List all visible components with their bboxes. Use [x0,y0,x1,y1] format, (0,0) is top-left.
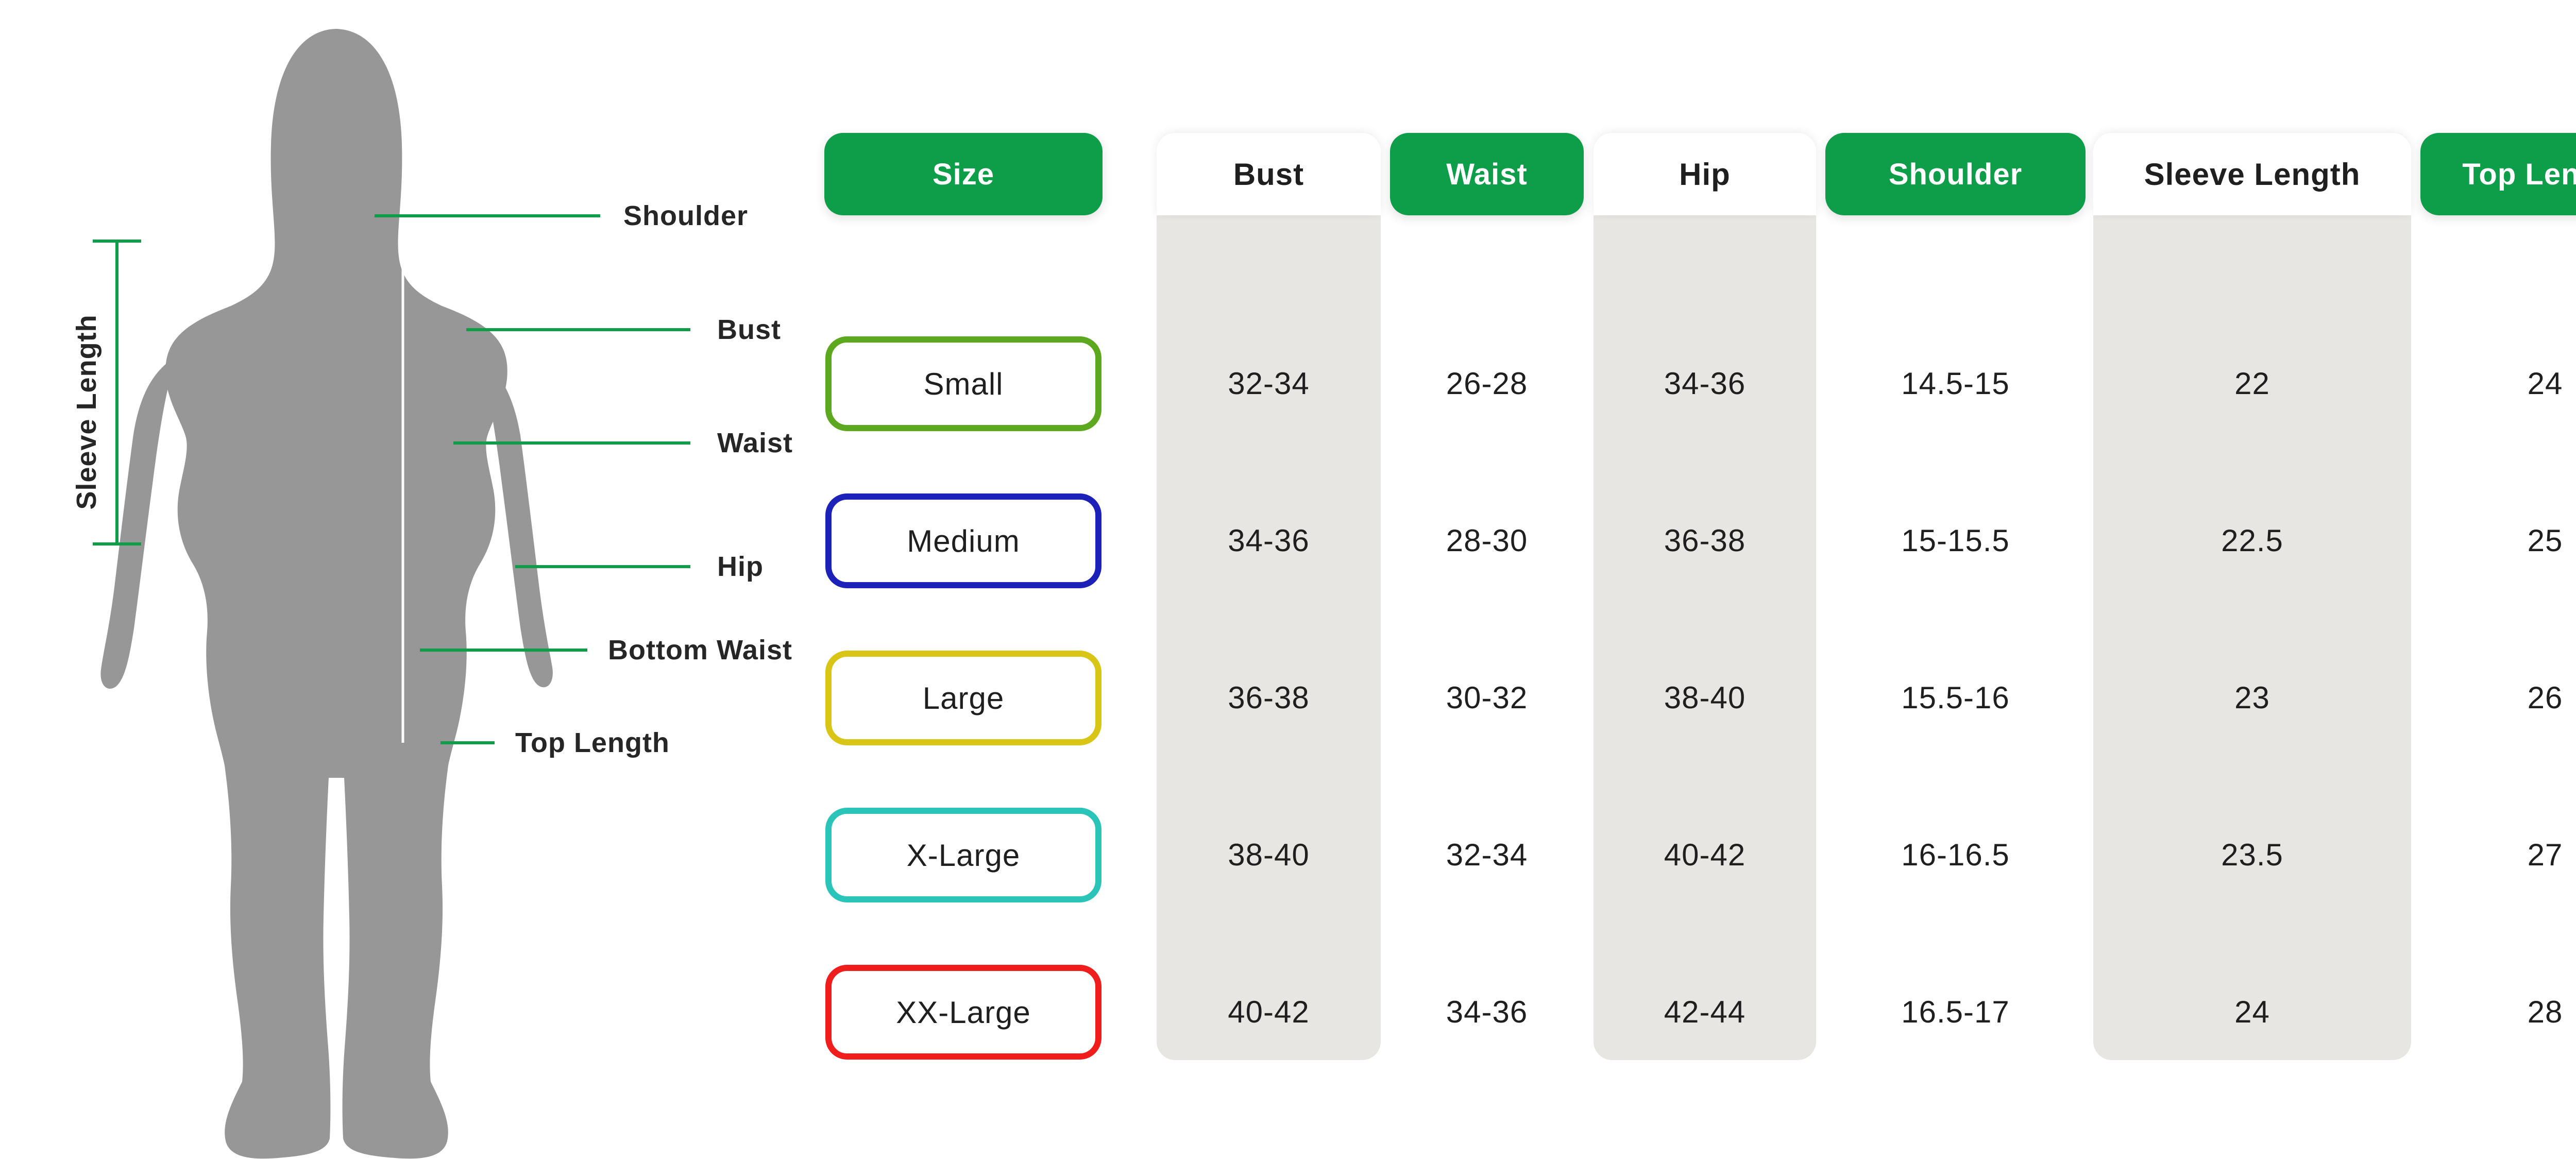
shoulder-value: 16-16.5 [1901,838,2010,872]
size-button-large[interactable]: Large [825,651,1101,745]
sleeve-length-value: 23.5 [2221,838,2283,872]
waist-value: 32-34 [1446,838,1528,872]
bust-value: 32-34 [1228,366,1310,401]
shoulder-column-header: Shoulder [1825,133,2086,215]
hip-column-header: Hip [1594,133,1816,215]
top-length-value: 28 [2527,995,2563,1029]
sleeve-length-value: 22 [2234,366,2270,401]
sleeve-length-value: 22.5 [2221,523,2283,558]
label-sleeve-length: Sleeve Length [71,314,102,510]
hip-value: 38-40 [1664,680,1746,715]
waist-column-header: Waist [1390,133,1584,215]
bust-value: 40-42 [1228,995,1310,1029]
bust-column-band [1157,215,1381,1060]
column-size: Size Small Medium Large X-Large XX-Large [824,0,1103,1159]
size-button-x-large[interactable]: X-Large [825,808,1101,902]
column-hip: Hip 34-36 36-38 38-40 40-42 42-44 [1594,0,1816,1159]
bust-value: 34-36 [1228,523,1310,558]
size-button-small[interactable]: Small [825,336,1101,431]
sleeve-length-value: 24 [2234,995,2270,1029]
hip-value: 42-44 [1664,995,1746,1029]
sleeve-length-column-header: Sleeve Length [2093,133,2411,215]
shoulder-value: 14.5-15 [1901,366,2010,401]
female-body-silhouette [93,29,690,1159]
top-length-value: 27 [2527,838,2563,872]
column-top-length: Top Length 24 25 26 27 28 [2420,0,2576,1159]
hip-value: 34-36 [1664,366,1746,401]
size-button-xx-large[interactable]: XX-Large [825,965,1101,1060]
waist-value: 26-28 [1446,366,1528,401]
top-length-value: 25 [2527,523,2563,558]
hip-value: 40-42 [1664,838,1746,872]
size-column-header: Size [824,133,1103,215]
label-shoulder: Shoulder [623,200,749,231]
column-sleeve-length: Sleeve Length 22 22.5 23 23.5 24 [2093,0,2411,1159]
hip-value: 36-38 [1664,523,1746,558]
bust-value: 38-40 [1228,838,1310,872]
label-waist: Waist [717,428,793,458]
bust-value: 36-38 [1228,680,1310,715]
top-length-value: 24 [2527,366,2563,401]
label-bottom-waist: Bottom Waist [608,635,792,666]
bust-column-header: Bust [1157,133,1381,215]
column-waist: Waist 26-28 28-30 30-32 32-34 34-36 [1390,0,1584,1159]
waist-value: 34-36 [1446,995,1528,1029]
body-left-arm-shape [100,361,171,689]
shoulder-value: 15.5-16 [1901,680,2010,715]
shoulder-value: 16.5-17 [1901,995,2010,1029]
waist-value: 28-30 [1446,523,1528,558]
label-top-length: Top Length [515,727,670,758]
sleeve-length-column-band [2093,215,2411,1060]
sleeve-length-value: 23 [2234,680,2270,715]
hip-column-band [1594,215,1816,1060]
size-button-medium[interactable]: Medium [825,493,1101,588]
waist-value: 30-32 [1446,680,1528,715]
top-length-column-header: Top Length [2420,133,2576,215]
body-right-arm-shape [478,355,553,688]
column-shoulder: Shoulder 14.5-15 15-15.5 15.5-16 16-16.5… [1825,0,2086,1159]
label-hip: Hip [717,551,764,582]
body-torso-shape [165,29,507,1159]
top-length-value: 26 [2527,680,2563,715]
column-bust: Bust 32-34 34-36 36-38 38-40 40-42 [1157,0,1381,1159]
label-bust: Bust [717,314,781,345]
shoulder-value: 15-15.5 [1901,523,2010,558]
